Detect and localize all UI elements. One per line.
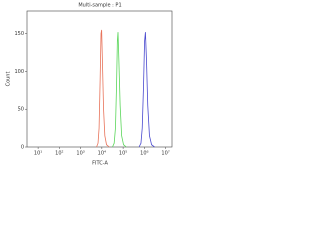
plot-frame: [26, 10, 173, 148]
chart: Multi-sample : P1 FITC-A Count 0 50 100 150…: [6, 3, 173, 167]
y-tick-label: 150: [14, 31, 24, 37]
x-tick-label: 10⁴: [98, 151, 106, 157]
x-tick-label: 10⁷: [161, 151, 169, 157]
chart-title: Multi-sample : P1: [78, 3, 121, 9]
y-axis-label: Count: [6, 72, 12, 87]
y-tick-label: 100: [14, 69, 24, 75]
x-tick-label: 10²: [55, 151, 63, 157]
x-tick-label: 10¹: [34, 151, 42, 157]
histogram-line: [138, 32, 155, 148]
x-tick-label: 10⁶: [140, 151, 148, 157]
x-axis-label: FITC-A: [92, 161, 108, 167]
histogram-line: [112, 32, 127, 148]
x-tick-label: 10³: [76, 151, 84, 157]
x-tick-label: 10⁵: [119, 151, 127, 157]
histogram-line: [96, 29, 110, 148]
y-tick-label: 0: [21, 145, 24, 151]
y-tick-label: 50: [18, 107, 24, 113]
